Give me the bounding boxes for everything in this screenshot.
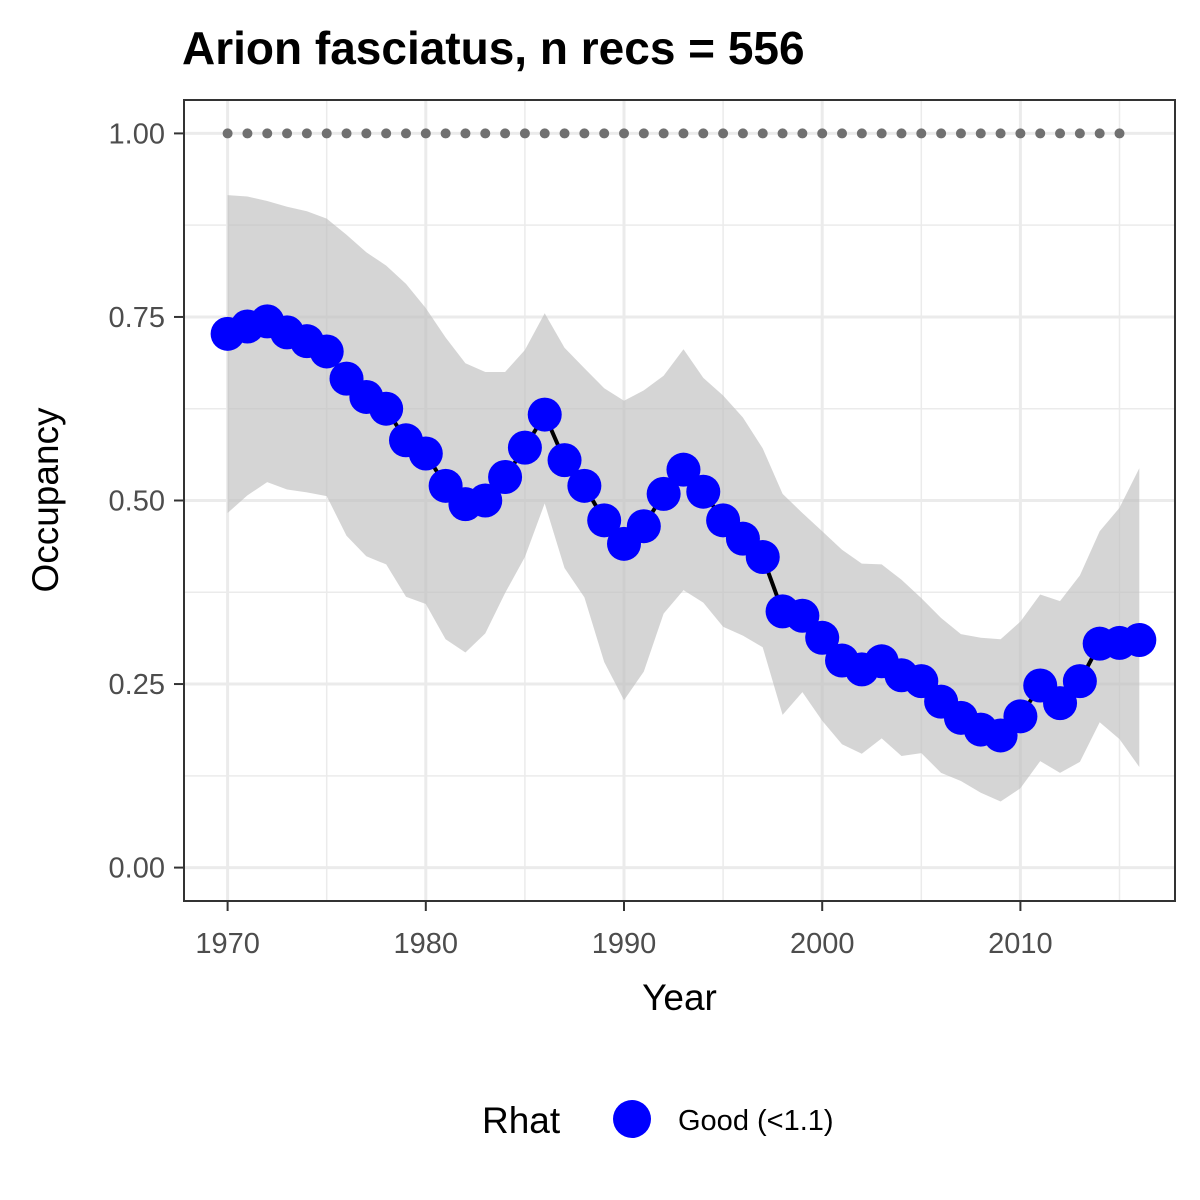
reference-dot (658, 128, 669, 139)
occupancy-point (1003, 699, 1038, 734)
occupancy-point (309, 334, 344, 369)
reference-dot (282, 128, 293, 139)
legend-key-good (613, 1100, 651, 1138)
occupancy-point (646, 476, 681, 511)
x-tick-label: 1980 (394, 928, 459, 960)
occupancy-point (745, 540, 780, 575)
occupancy-point (626, 509, 661, 544)
reference-dot (420, 128, 431, 139)
occupancy-points (210, 304, 1157, 753)
y-axis: 0.00 0.25 0.50 0.75 1.00 (109, 118, 184, 885)
reference-dot (539, 128, 550, 139)
reference-dot (856, 128, 867, 139)
chart-title: Arion fasciatus, n recs = 556 (182, 22, 805, 74)
x-tick-label: 2000 (790, 928, 855, 960)
reference-dot (1015, 128, 1026, 139)
reference-dot (321, 128, 332, 139)
x-tick-label: 1970 (195, 928, 260, 960)
reference-dot (817, 128, 828, 139)
confidence-band (227, 195, 1140, 802)
occupancy-point (547, 443, 582, 478)
reference-dot (1094, 128, 1105, 139)
legend-title: Rhat (482, 1100, 561, 1141)
reference-dot (995, 128, 1006, 139)
reference-dot (341, 128, 352, 139)
reference-dot (797, 128, 808, 139)
reference-dot (242, 128, 253, 139)
occupancy-point (369, 391, 404, 426)
occupancy-point (1062, 664, 1097, 699)
occupancy-point (686, 474, 721, 509)
reference-dot (222, 128, 233, 139)
reference-dot (361, 128, 372, 139)
reference-dot (559, 128, 570, 139)
legend-label-good: Good (<1.1) (678, 1105, 834, 1137)
y-tick-label: 1.00 (109, 118, 165, 150)
reference-dot (1114, 128, 1125, 139)
occupancy-point (1043, 686, 1078, 721)
reference-dot (1055, 128, 1066, 139)
occupancy-point (567, 468, 602, 503)
occupancy-point (408, 436, 443, 471)
reference-dot (1035, 128, 1046, 139)
reference-dot (678, 128, 689, 139)
occupancy-point (527, 397, 562, 432)
occupancy-point (785, 598, 820, 633)
y-tick-label: 0.00 (109, 853, 165, 885)
reference-dot (737, 128, 748, 139)
reference-dot (480, 128, 491, 139)
reference-dot (301, 128, 312, 139)
reference-dot (698, 128, 709, 139)
reference-dot (837, 128, 848, 139)
reference-dot (579, 128, 590, 139)
occupancy-point (488, 460, 523, 495)
reference-dot (619, 128, 630, 139)
y-tick-label: 0.25 (109, 669, 165, 701)
reference-dot (975, 128, 986, 139)
reference-dot (460, 128, 471, 139)
reference-dot (777, 128, 788, 139)
reference-dot (500, 128, 511, 139)
reference-dot (519, 128, 530, 139)
reference-dot (381, 128, 392, 139)
occupancy-point (587, 503, 622, 538)
x-tick-label: 1990 (592, 928, 657, 960)
reference-dot (400, 128, 411, 139)
reference-dots (222, 128, 1125, 139)
reference-dot (955, 128, 966, 139)
x-tick-label: 2010 (988, 928, 1053, 960)
reference-dot (757, 128, 768, 139)
reference-dot (916, 128, 927, 139)
legend: Rhat Good (<1.1) (482, 1100, 834, 1141)
reference-dot (638, 128, 649, 139)
reference-dot (440, 128, 451, 139)
x-axis-title: Year (642, 977, 717, 1018)
occupancy-point (805, 620, 840, 655)
reference-dot (1074, 128, 1085, 139)
x-axis: 1970 1980 1990 2000 2010 (195, 901, 1053, 960)
occupancy-point (468, 483, 503, 518)
occupancy-point (666, 452, 701, 487)
reference-dot (876, 128, 887, 139)
occupancy-point (507, 430, 542, 465)
reference-dot (262, 128, 273, 139)
occupancy-point (1122, 622, 1157, 657)
reference-dot (718, 128, 729, 139)
reference-dot (599, 128, 610, 139)
y-tick-label: 0.50 (109, 486, 165, 518)
y-tick-label: 0.75 (109, 302, 165, 334)
reference-dot (936, 128, 947, 139)
y-axis-title: Occupancy (25, 407, 66, 593)
confidence-band-area (227, 195, 1140, 802)
reference-dot (896, 128, 907, 139)
